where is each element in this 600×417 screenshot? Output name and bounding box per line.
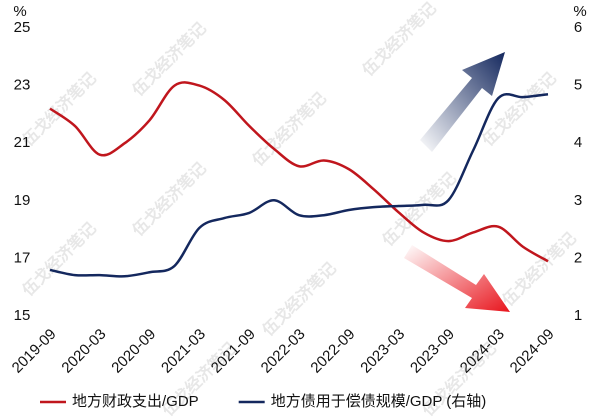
watermark: 伍戈经济笔记 — [498, 228, 580, 310]
y-tick-label: 21 — [14, 134, 31, 151]
watermark: 伍戈经济笔记 — [248, 88, 330, 170]
x-tick-label: 2024-09 — [507, 326, 558, 377]
watermark: 伍戈经济笔记 — [378, 168, 460, 250]
y2-tick-label: 2 — [574, 249, 582, 266]
y-tick-label: 15 — [14, 307, 31, 324]
legend-label: 地方债用于偿债规模/GDP (右轴) — [271, 393, 487, 410]
x-tick-label: 2022-09 — [307, 326, 358, 377]
legend-label: 地方财政支出/GDP — [72, 393, 199, 410]
watermark: 伍戈经济笔记 — [128, 18, 210, 100]
y-tick-label: 25 — [14, 19, 31, 36]
y2-tick-label: 5 — [574, 77, 582, 94]
down-arrow — [404, 245, 510, 312]
y2-tick-label: 1 — [574, 307, 582, 324]
x-tick-label: 2023-03 — [357, 326, 408, 377]
line — [49, 81, 549, 263]
y2-tick-label: 3 — [574, 192, 582, 209]
y2-unit: % — [573, 3, 586, 20]
y-tick-label: 19 — [14, 192, 31, 209]
line — [49, 92, 549, 278]
x-tick-label: 2020-09 — [108, 326, 159, 377]
y-tick-label: 17 — [14, 249, 31, 266]
watermark: 伍戈经济笔记 — [358, 0, 440, 80]
x-tick-label: 2019-09 — [9, 326, 60, 377]
x-tick-label: 2020-03 — [58, 326, 109, 377]
y-tick-label: 23 — [14, 77, 31, 94]
y2-tick-label: 4 — [574, 134, 582, 151]
y-unit: % — [13, 3, 26, 20]
y2-tick-label: 6 — [574, 19, 582, 36]
x-tick-label: 2023-09 — [407, 326, 458, 377]
up-arrow — [420, 52, 505, 152]
